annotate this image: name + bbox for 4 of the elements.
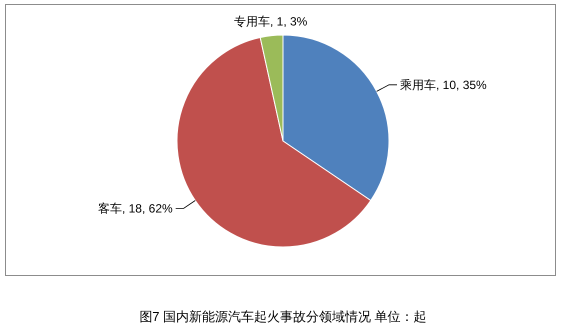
slice-label: 专用车, 1, 3% <box>234 14 308 29</box>
slice-label: 乘用车, 10, 35% <box>400 78 488 92</box>
slice-label: 客车, 18, 62% <box>98 201 174 216</box>
text: 图7 国内新能源汽车起火事故分领域情况 单位：起 <box>139 309 427 324</box>
